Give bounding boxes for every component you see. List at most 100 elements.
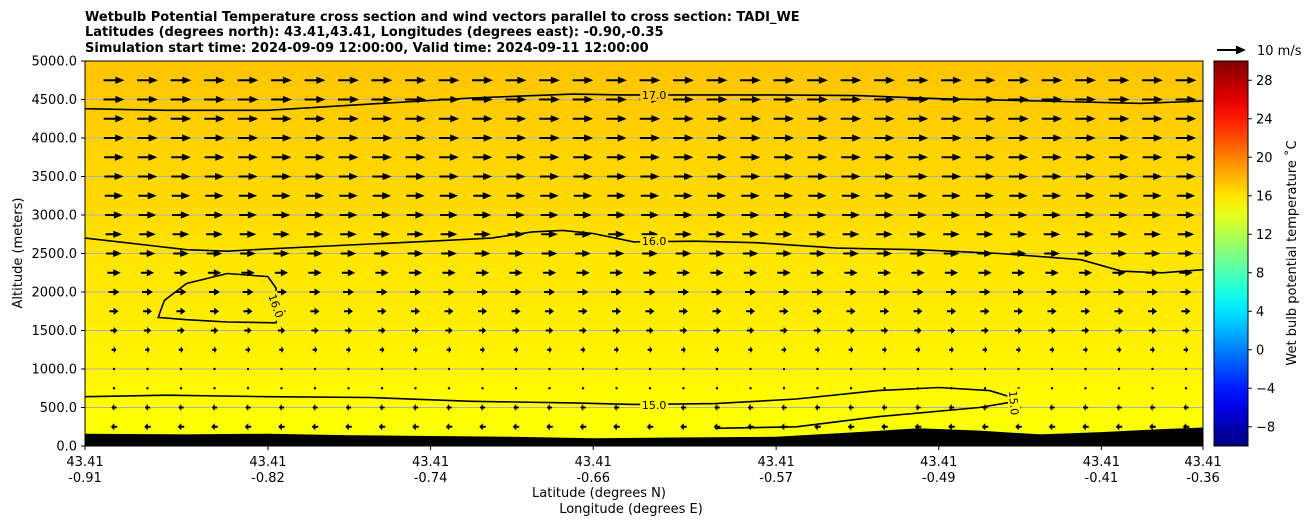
vector-key-label: 10 m/s (1257, 44, 1302, 59)
wind-vector-head (515, 307, 521, 315)
wind-vector-head (683, 211, 693, 219)
wind-vector-head (1118, 211, 1128, 219)
wind-vector-head (649, 346, 653, 354)
wind-vector-head (381, 249, 390, 258)
wind-vector-head (615, 269, 624, 277)
wind-vector-head (348, 211, 358, 219)
wind-vector-head (182, 76, 192, 84)
wind-vector-dot (280, 387, 283, 390)
wind-vector-head (816, 249, 826, 258)
temperature-band (85, 207, 1203, 216)
wind-vector-head (244, 423, 249, 431)
wind-vector-head (885, 153, 895, 161)
wind-vector-head (617, 76, 627, 84)
temperature-band (85, 215, 1203, 224)
wind-vector-head (785, 76, 795, 84)
wind-vector-head (584, 134, 594, 142)
wind-vector-head (918, 172, 928, 181)
wind-vector-head (616, 211, 626, 219)
wind-vector-head (818, 76, 828, 84)
wind-vector-head (1051, 230, 1061, 238)
wind-vector-head (850, 211, 860, 219)
wind-vector-dot (1184, 387, 1188, 390)
wind-vector-head (1118, 249, 1127, 258)
wind-vector-head (280, 230, 290, 238)
wind-vector-head (747, 423, 751, 431)
title-line-3: Simulation start time: 2024-09-09 12:00:… (85, 41, 649, 56)
wind-vector-head (314, 269, 322, 277)
wind-vector-head (249, 115, 259, 123)
wind-vector-head (649, 249, 658, 258)
x-tick-label-lat: 43.41 (1083, 455, 1120, 470)
wind-vector-head (582, 288, 589, 296)
wind-vector-head (1120, 134, 1130, 142)
title-line-1: Wetbulb Potential Temperature cross sect… (85, 10, 800, 25)
wind-vector-head (249, 95, 259, 104)
wind-vector-head (315, 192, 325, 200)
temperature-band (85, 376, 1203, 385)
wind-vector-head (280, 249, 290, 258)
wind-vector-head (280, 269, 289, 277)
wind-vector-head (650, 192, 660, 200)
wind-vector-head (1019, 134, 1029, 142)
wind-vector-dot (179, 387, 183, 390)
wind-vector-head (684, 153, 694, 161)
x-tick-label-lon: -0.36 (1186, 471, 1220, 486)
wind-vector-head (852, 95, 862, 104)
wind-vector-head (146, 269, 155, 277)
wind-vector-head (1151, 288, 1158, 296)
wind-vector-head (1118, 346, 1122, 354)
wind-vector-head (550, 172, 560, 181)
wind-vector-head (414, 288, 421, 296)
wind-vector-dot (1151, 387, 1154, 390)
wind-vector-dot (347, 387, 350, 390)
wind-vector-head (215, 153, 225, 161)
wind-vector-head (650, 153, 660, 161)
wind-vector-head (783, 307, 789, 315)
wind-vector-head (582, 269, 590, 277)
wind-vector-head (348, 346, 351, 354)
wind-vector-head (1051, 307, 1057, 315)
wind-vector-head (213, 269, 222, 277)
wind-vector-head (952, 115, 962, 123)
wind-vector-head (282, 134, 292, 142)
wind-vector-head (1116, 403, 1120, 412)
wind-vector-head (615, 230, 625, 238)
wind-vector-head (181, 153, 191, 161)
wind-vector-head (818, 95, 828, 104)
wind-vector-head (148, 95, 158, 104)
x-tick-label-lon: -0.66 (576, 471, 610, 486)
wind-vector-head (783, 326, 788, 335)
wind-vector-head (883, 249, 893, 258)
wind-vector-head (1185, 288, 1192, 296)
wind-vector-head (381, 307, 387, 315)
wind-vector-head (1086, 153, 1096, 161)
wind-vector-head (783, 230, 793, 238)
wind-vector-head (984, 211, 994, 219)
wind-vector-head (1185, 346, 1189, 354)
wind-vector-head (1051, 211, 1061, 219)
wind-vector-head (550, 153, 560, 161)
wind-vector-head (383, 95, 393, 104)
wind-vector-head (550, 115, 560, 123)
contour-label: 17.0 (642, 89, 667, 102)
wind-vector-head (651, 134, 661, 142)
wind-vector-dot (682, 387, 685, 390)
wind-vector-head (215, 115, 225, 123)
wind-vector-head (716, 249, 725, 258)
wind-vector-head (113, 269, 121, 277)
wind-vector-head (785, 115, 795, 123)
wind-vector-head (1185, 326, 1190, 335)
wind-vector-head (450, 76, 460, 84)
wind-vector-dot (246, 367, 250, 371)
wind-vector-head (379, 403, 383, 412)
wind-vector-head (550, 76, 560, 84)
wind-vector-head (783, 269, 791, 277)
wind-vector-head (314, 249, 323, 258)
wind-vector-head (884, 326, 889, 335)
temperature-band (85, 345, 1203, 355)
wind-vector-head (1086, 76, 1096, 84)
wind-vector-head (850, 326, 855, 335)
wind-vector-head (113, 326, 118, 335)
wind-vector-head (215, 172, 225, 181)
